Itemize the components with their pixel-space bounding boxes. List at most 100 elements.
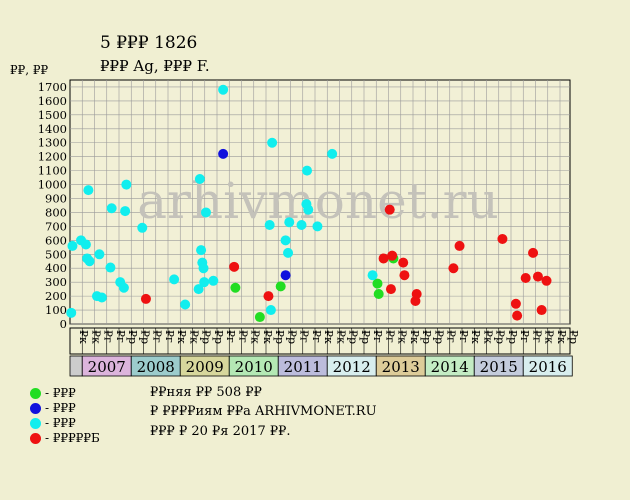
data-point [66,307,77,318]
legend-item-red: - ₽₽₽₽₽Б [30,431,100,445]
year-label: 2011 [284,358,322,376]
data-point [120,206,131,217]
y-tick-label: 100 [45,303,67,317]
month-label: ₽г [224,330,237,343]
month-label: ₽к [249,330,262,344]
y-tick-label: 400 [45,261,67,275]
month-label: ₽р [285,330,298,344]
data-point [218,84,229,95]
y-tick-label: 1300 [38,136,67,150]
data-point [510,298,521,309]
month-label: ₽г [310,330,323,343]
data-point [512,310,523,321]
month-label: ₽г [236,330,249,343]
y-tick-label: 1600 [38,94,67,108]
chart-subtitle: ₽₽₽ Ag, ₽₽₽ F. [100,57,210,75]
y-tick-label: 200 [45,289,67,303]
data-point [218,148,229,159]
month-label: ₽к [89,330,102,344]
data-point [254,312,265,323]
data-point [384,204,395,215]
month-label: ₽г [114,330,127,343]
data-point [296,220,307,231]
legend-item-blue: - ₽₽₽ [30,401,76,415]
data-point [454,240,465,251]
year-band-cell [522,355,573,377]
data-point [367,270,378,281]
data-point [302,165,313,176]
month-label: ₽к [261,330,274,344]
month-label: ₽к [334,330,347,344]
legend-item-cyan: - ₽₽₽ [30,416,76,430]
month-label: ₽р [420,330,433,344]
month-label: ₽к [555,330,568,344]
chart-title: 5 ₽₽₽ 1826 [100,33,198,53]
y-tick-label: 700 [45,219,67,233]
data-point [94,249,105,260]
note-source: ₽ ₽₽₽₽иям ₽₽а ARHIVMONET.RU [150,404,377,419]
legend-label-green: - ₽₽₽ [45,386,76,400]
y-tick-label: 900 [45,192,67,206]
data-point [536,305,547,316]
y-tick-label: 1100 [38,164,67,178]
y-tick-label: 500 [45,247,67,261]
note-average-price: ₽₽няя ₽₽ 508 ₽₽ [150,385,262,400]
data-point [121,179,132,190]
month-label: ₽к [543,330,556,344]
month-label: ₽к [469,330,482,344]
y-tick-label: 1700 [38,80,67,94]
month-label: ₽р [200,330,213,344]
data-point [230,282,241,293]
month-label: ₽р [506,330,519,344]
y-tick-label: 1000 [38,178,67,192]
y-tick-label: 1400 [38,122,67,136]
year-label: 2009 [186,358,224,376]
y-tick-label: 1500 [38,108,67,122]
data-point [199,277,210,288]
data-point [105,262,116,273]
y-tick-label: 0 [60,317,67,331]
data-point [497,233,508,244]
year-label: 2012 [333,358,371,376]
month-label: ₽г [383,330,396,343]
month-label: ₽к [175,330,188,344]
data-point [283,247,294,258]
data-point [265,305,276,316]
data-point [140,293,151,304]
data-point [118,282,129,293]
y-tick-label: 1200 [38,150,67,164]
month-label: ₽г [163,330,176,343]
month-label: ₽р [359,330,372,344]
month-label: ₽р [212,330,225,344]
month-label: ₽г [530,330,543,343]
y-tick-label: 600 [45,233,67,247]
month-label: ₽к [481,330,494,344]
year-label: 2008 [137,358,175,376]
data-point [387,250,398,261]
data-point [267,137,278,148]
data-point [208,275,219,286]
data-point [373,289,384,300]
data-point [229,261,240,272]
month-label: ₽р [126,330,139,344]
data-point [312,221,323,232]
y-tick-label: 300 [45,275,67,289]
month-label: ₽г [102,330,115,343]
data-point [532,271,543,282]
month-label: ₽р [347,330,360,344]
year-band-cell [69,355,83,377]
month-label: ₽к [408,330,421,344]
data-point [372,278,383,289]
month-label: ₽г [298,330,311,343]
data-point [448,263,459,274]
y-tick-label: 800 [45,205,67,219]
legend-dot-cyan [30,417,41,429]
data-point [198,263,209,274]
data-point [200,207,211,218]
month-label: ₽г [151,330,164,343]
legend-dot-blue [30,402,41,414]
month-label: ₽г [457,330,470,343]
data-point [169,274,180,285]
year-label: 2016 [529,358,567,376]
month-label: ₽р [494,330,507,344]
